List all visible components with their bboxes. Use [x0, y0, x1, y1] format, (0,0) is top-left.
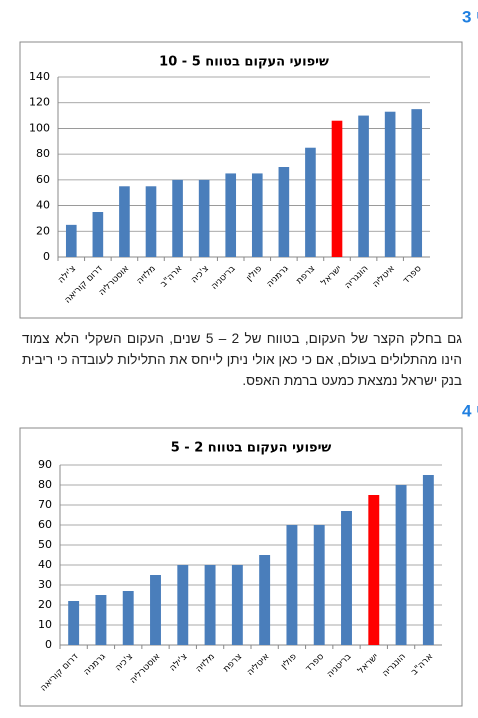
chart-title: שיפועי העקום בטווח 2 - 5	[171, 441, 332, 456]
bar	[92, 212, 104, 257]
bar	[286, 525, 298, 645]
bar	[422, 475, 434, 645]
bar	[231, 565, 243, 645]
chart-title: שיפועי העקום בטווח 5 - 10	[159, 55, 329, 70]
bar	[65, 224, 77, 257]
y-tick-label: 60	[36, 173, 50, 186]
bar	[122, 591, 134, 645]
y-tick-label: 30	[38, 578, 52, 591]
bar	[68, 601, 80, 645]
y-tick-label: 60	[38, 518, 52, 531]
y-tick-label: 120	[29, 96, 50, 109]
bar	[119, 186, 130, 257]
y-tick-label: 0	[45, 638, 52, 651]
bar	[145, 186, 157, 257]
bar	[278, 167, 290, 257]
bar	[358, 115, 369, 257]
heading: גרף 3	[462, 7, 478, 26]
bar	[225, 173, 237, 257]
bar	[341, 511, 352, 645]
bar	[331, 120, 343, 257]
y-tick-label: 0	[43, 250, 50, 263]
bar	[313, 525, 325, 645]
bar	[411, 109, 423, 258]
y-tick-label: 80	[36, 147, 50, 160]
bar	[204, 565, 216, 645]
bar	[198, 179, 210, 257]
y-tick-label: 70	[38, 498, 52, 511]
bar	[172, 179, 183, 257]
bar	[368, 495, 380, 645]
bar	[305, 147, 316, 257]
bar	[259, 555, 271, 645]
bar	[251, 173, 263, 257]
y-tick-label: 140	[29, 70, 50, 83]
heading: גרף 4	[462, 401, 478, 420]
bar	[395, 485, 407, 645]
y-tick-label: 20	[38, 598, 52, 611]
bar	[384, 111, 396, 257]
y-tick-label: 10	[38, 618, 52, 631]
y-tick-label: 50	[38, 538, 52, 551]
bar	[150, 575, 161, 645]
y-tick-label: 40	[36, 199, 50, 212]
y-tick-label: 20	[36, 224, 50, 237]
y-tick-label: 40	[38, 558, 52, 571]
bar	[177, 565, 189, 645]
paragraph: גם בחלק הקצר של העקום, בטווח של 2 – 5 שנ…	[22, 331, 462, 388]
bar	[95, 595, 107, 645]
y-tick-label: 100	[29, 121, 50, 134]
y-tick-label: 90	[38, 458, 52, 471]
y-tick-label: 80	[38, 478, 52, 491]
